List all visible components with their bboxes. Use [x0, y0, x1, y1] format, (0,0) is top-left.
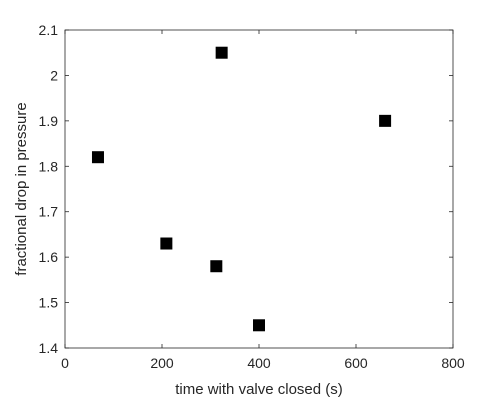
y-tick-label: 2.1 [39, 22, 59, 38]
y-tick-labels: 1.4 1.5 1.6 1.7 1.8 1.9 2 2.1 [39, 22, 59, 356]
y-tick-label: 1.4 [39, 340, 59, 356]
y-tick-label: 1.9 [39, 113, 59, 129]
y-tick-label: 1.8 [39, 158, 59, 174]
y-tick-label: 2 [50, 67, 58, 83]
x-tick-label: 400 [247, 355, 271, 371]
x-tick-label: 0 [61, 355, 69, 371]
x-tick-label: 200 [150, 355, 174, 371]
y-tick-label: 1.6 [39, 249, 59, 265]
x-tick-label: 600 [344, 355, 368, 371]
y-tick-label: 1.7 [39, 204, 59, 220]
data-point [211, 261, 222, 272]
y-tick-label: 1.5 [39, 295, 59, 311]
data-point [216, 47, 227, 58]
data-point [254, 320, 265, 331]
x-axis-label: time with valve closed (s) [175, 381, 343, 398]
data-point [161, 238, 172, 249]
x-tick-label: 800 [441, 355, 465, 371]
data-point [380, 115, 391, 126]
plot-area [65, 30, 453, 348]
x-tick-labels: 0 200 400 600 800 [61, 355, 465, 371]
y-axis-label: fractional drop in pressure [13, 102, 30, 275]
data-point [92, 152, 103, 163]
